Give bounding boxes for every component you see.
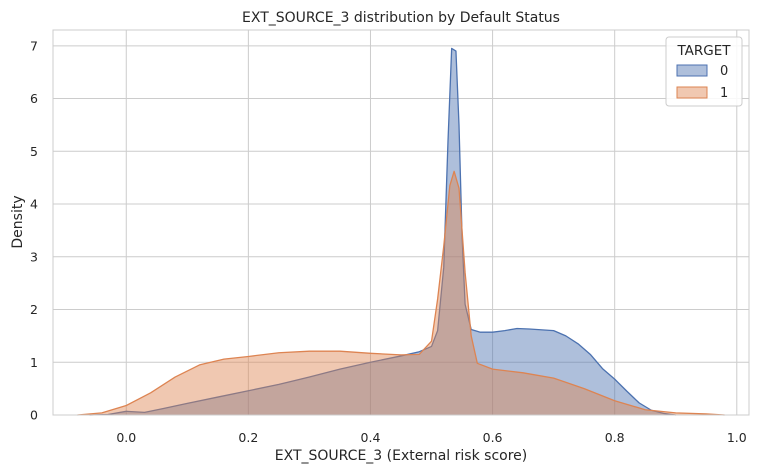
y-tick-label: 5 [30, 144, 38, 159]
x-tick-label: 0.4 [361, 430, 381, 445]
chart-title: EXT_SOURCE_3 distribution by Default Sta… [242, 10, 560, 26]
y-tick-label: 4 [30, 197, 38, 212]
y-tick-label: 0 [30, 408, 38, 423]
x-tick-label: 0.6 [483, 430, 503, 445]
y-tick-label: 3 [30, 249, 38, 264]
y-tick-labels: 0 1 2 3 4 5 6 7 [30, 38, 38, 422]
density-areas [77, 47, 725, 416]
legend-label-0: 0 [720, 64, 728, 79]
legend-title: TARGET [676, 43, 731, 59]
legend-box [665, 36, 743, 107]
y-tick-label: 2 [30, 302, 38, 317]
x-tick-label: 0.2 [238, 430, 258, 445]
x-tick-label: 0.0 [116, 430, 136, 445]
y-tick-label: 6 [30, 91, 38, 106]
y-tick-label: 1 [30, 355, 38, 370]
legend: TARGET 0 1 [665, 36, 743, 107]
x-tick-labels: 0.0 0.2 0.4 0.6 0.8 1.0 [116, 430, 746, 445]
x-tick-label: 1.0 [727, 430, 747, 445]
density-line-0 [89, 47, 676, 416]
density-line-1 [77, 170, 725, 416]
plot-frame [52, 29, 750, 416]
y-axis-label: Density [10, 195, 26, 248]
x-tick-label: 0.8 [605, 430, 625, 445]
legend-label-1: 1 [720, 86, 728, 101]
legend-swatch-1 [676, 86, 708, 99]
density-area-1 [77, 171, 725, 415]
y-tick-label: 7 [30, 38, 38, 53]
legend-swatch-0 [676, 64, 708, 77]
x-axis-label: EXT_SOURCE_3 (External risk score) [275, 448, 527, 464]
